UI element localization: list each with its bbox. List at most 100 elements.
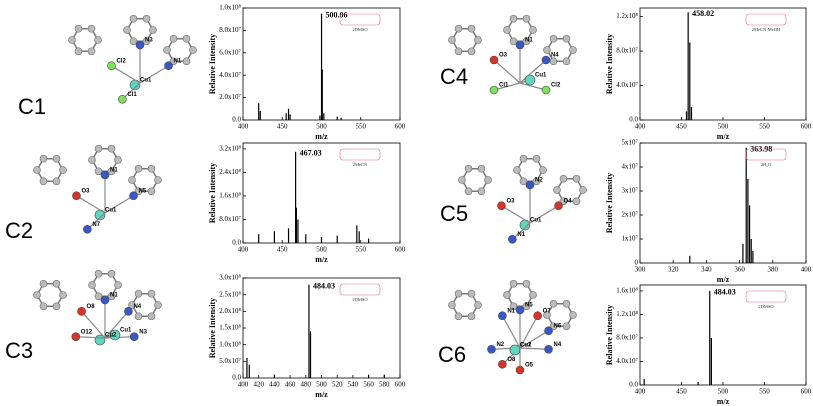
- atom: [498, 311, 507, 321]
- x-tick-label: 600: [801, 388, 812, 396]
- atom: [554, 201, 563, 211]
- y-tick-label: 1.5x10⁸: [219, 324, 241, 332]
- carbon: [454, 47, 463, 56]
- inset-molecule: [745, 290, 787, 303]
- carbon: [464, 187, 473, 196]
- atom: [489, 85, 499, 95]
- carbon: [467, 289, 476, 298]
- carbon: [107, 292, 116, 301]
- atom-label: N2: [496, 342, 504, 348]
- x-tick-label: 400: [635, 123, 646, 131]
- structure: N5 O7 N6 N4 Cu2 O5 O8 N2 Cu1 N1: [448, 279, 577, 375]
- carbon: [509, 14, 518, 23]
- compound-label: C6: [438, 342, 466, 367]
- atom-label: N6: [554, 323, 562, 329]
- bond: [81, 310, 106, 339]
- carbon: [477, 187, 486, 196]
- carbon: [147, 187, 156, 196]
- atom-label: N4: [551, 53, 559, 59]
- carbon: [467, 312, 476, 321]
- y-tick-label: 6.0x10⁷: [219, 48, 241, 56]
- y-tick-label: 5x10⁷: [622, 139, 639, 147]
- carbon: [562, 34, 571, 43]
- y-tick-label: 5.0x10⁷: [219, 357, 241, 365]
- inset-molecule: [745, 13, 787, 26]
- bond: [111, 65, 141, 84]
- carbon: [182, 57, 191, 66]
- atom: [129, 191, 138, 201]
- x-tick-label: 580: [379, 381, 390, 389]
- x-tick-label: 500: [316, 123, 327, 131]
- carbon: [448, 36, 456, 44]
- x-tick-label: 600: [395, 123, 406, 131]
- atom: [525, 180, 535, 190]
- atom: [515, 40, 525, 50]
- atom: [164, 61, 173, 71]
- x-tick-label: 520: [332, 381, 343, 389]
- carbon: [458, 176, 466, 184]
- atom-label: Cl2: [551, 83, 561, 89]
- carbon: [128, 301, 136, 309]
- y-axis-label: Relative Intensity: [605, 34, 614, 94]
- inset-label: 2MeCN: [353, 162, 368, 167]
- compound-label: C1: [18, 94, 46, 119]
- x-tick-label: 300: [635, 266, 646, 274]
- carbon: [484, 176, 492, 184]
- y-tick-label: 8.0x10⁷: [219, 26, 241, 34]
- carbon: [579, 186, 587, 194]
- x-tick-label: 550: [759, 123, 770, 131]
- y-axis-label: Relative Intensity: [208, 34, 217, 94]
- atom-label: O3: [499, 53, 508, 59]
- carbon: [182, 34, 191, 43]
- atom: [129, 332, 139, 341]
- atom-label: Cu1: [530, 218, 542, 224]
- inset-label: 2DMSO: [352, 27, 368, 32]
- x-tick-label: 550: [356, 123, 367, 131]
- carbon: [572, 197, 581, 206]
- carbon: [503, 26, 511, 34]
- atom-label: Cu1: [535, 73, 547, 79]
- carbon: [553, 186, 561, 194]
- y-tick-label: 0.0: [232, 116, 241, 124]
- carbon: [522, 279, 531, 288]
- carbon: [33, 166, 41, 174]
- carbon: [549, 57, 558, 66]
- x-tick-label: 400: [238, 123, 249, 131]
- atom-label: O5: [525, 363, 534, 369]
- x-tick-label: 450: [676, 388, 687, 396]
- carbon: [169, 34, 178, 43]
- atom-label: O3: [506, 198, 515, 204]
- atom-label: O8: [507, 357, 516, 363]
- y-tick-label: 0.0: [232, 239, 241, 247]
- compound-label: C5: [440, 201, 468, 226]
- inset-label: 2DMSO: [758, 304, 774, 309]
- carbon: [467, 47, 476, 56]
- x-tick-label: 540: [348, 381, 359, 389]
- atom: [487, 344, 496, 354]
- x-tick-label: 320: [668, 266, 679, 274]
- carbon: [134, 164, 143, 173]
- plot-frame: [242, 142, 401, 244]
- x-tick-label: 400: [801, 266, 812, 274]
- carbon: [39, 154, 48, 163]
- x-tick-label: 600: [395, 246, 406, 254]
- carbon: [88, 156, 96, 164]
- y-axis-label: Relative Intensity: [208, 298, 217, 358]
- atom: [135, 40, 145, 50]
- inset-label: 2H₂O: [761, 162, 772, 167]
- carbon: [52, 177, 61, 186]
- carbon: [142, 14, 151, 23]
- bond: [519, 82, 547, 91]
- carbon: [163, 46, 171, 54]
- x-tick-label: 500: [718, 388, 729, 396]
- bond: [529, 205, 559, 224]
- plot-frame: [639, 142, 807, 264]
- carbon: [559, 174, 568, 183]
- atom-label: O4: [564, 198, 573, 204]
- x-tick-label: 400: [635, 388, 646, 396]
- x-axis-label: m/z: [717, 275, 730, 284]
- bond: [104, 310, 129, 339]
- atom-label: O7: [543, 308, 552, 314]
- structure: N1 N4 Cl2 Cu1 Cl1 O3: [448, 14, 577, 95]
